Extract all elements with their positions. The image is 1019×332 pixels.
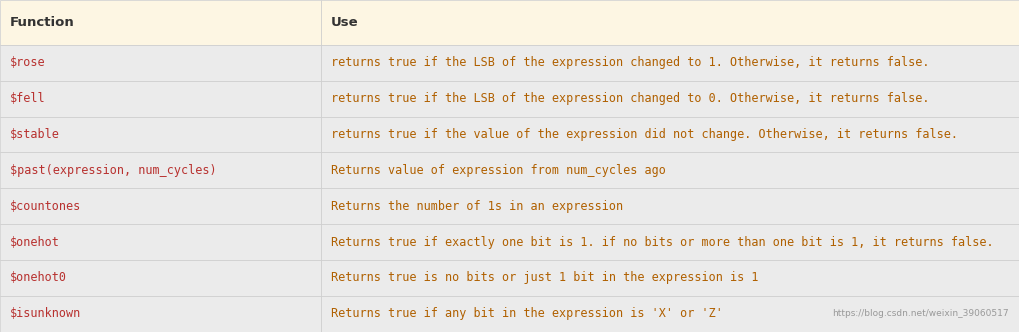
Text: $fell: $fell	[10, 92, 46, 105]
Text: https://blog.csdn.net/weixin_39060517: https://blog.csdn.net/weixin_39060517	[833, 309, 1009, 318]
Text: Returns the number of 1s in an expression: Returns the number of 1s in an expressio…	[331, 200, 624, 213]
Bar	[321, 81, 1019, 117]
Text: returns true if the value of the expression did not change. Otherwise, it return: returns true if the value of the express…	[331, 128, 958, 141]
Text: $stable: $stable	[10, 128, 60, 141]
Bar	[0, 260, 321, 296]
Bar	[321, 152, 1019, 188]
Text: $countones: $countones	[10, 200, 82, 213]
Text: $rose: $rose	[10, 56, 46, 69]
Bar	[321, 296, 1019, 332]
Bar	[0, 45, 321, 81]
Text: returns true if the LSB of the expression changed to 0. Otherwise, it returns fa: returns true if the LSB of the expressio…	[331, 92, 929, 105]
Text: $isunknown: $isunknown	[10, 307, 82, 320]
Text: returns true if the LSB of the expression changed to 1. Otherwise, it returns fa: returns true if the LSB of the expressio…	[331, 56, 929, 69]
Text: $onehot0: $onehot0	[10, 271, 67, 285]
Text: Function: Function	[10, 16, 75, 29]
Bar	[0, 117, 321, 152]
Bar	[321, 224, 1019, 260]
Bar	[321, 117, 1019, 152]
Text: Use: Use	[331, 16, 359, 29]
Bar	[321, 188, 1019, 224]
Bar	[0, 152, 321, 188]
Bar	[0, 224, 321, 260]
Bar	[321, 45, 1019, 81]
Text: Returns true if exactly one bit is 1. if no bits or more than one bit is 1, it r: Returns true if exactly one bit is 1. if…	[331, 235, 994, 249]
Text: Returns true if any bit in the expression is 'X' or 'Z': Returns true if any bit in the expressio…	[331, 307, 723, 320]
Bar	[321, 260, 1019, 296]
Bar	[0, 296, 321, 332]
Bar	[321, 0, 1019, 45]
Bar	[0, 0, 321, 45]
Text: $onehot: $onehot	[10, 235, 60, 249]
Bar	[0, 81, 321, 117]
Bar	[0, 188, 321, 224]
Text: Returns value of expression from num_cycles ago: Returns value of expression from num_cyc…	[331, 164, 666, 177]
Text: Returns true is no bits or just 1 bit in the expression is 1: Returns true is no bits or just 1 bit in…	[331, 271, 759, 285]
Text: $past(expression, num_cycles): $past(expression, num_cycles)	[10, 164, 217, 177]
